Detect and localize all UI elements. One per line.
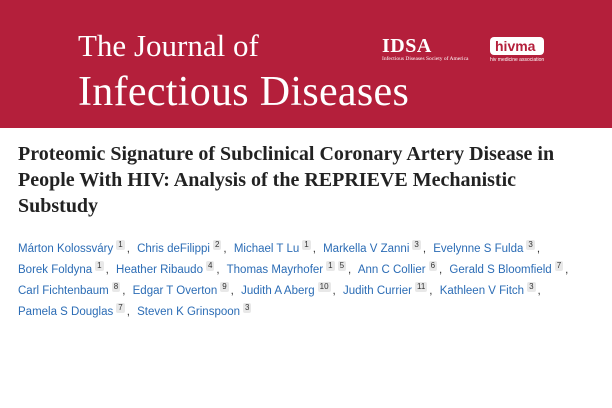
author-name[interactable]: Borek Foldyna bbox=[18, 264, 93, 276]
logo-caption: Infectious Diseases Society of America bbox=[382, 56, 469, 62]
author: Márton Kolossváry 1, bbox=[18, 240, 134, 255]
affiliation-number[interactable]: 11 bbox=[414, 282, 428, 292]
separator: , bbox=[126, 243, 130, 255]
author-list: Márton Kolossváry 1, Chris deFilippi 2, Mi… bbox=[18, 239, 608, 323]
author: Chris deFilippi 2, bbox=[137, 240, 231, 255]
author-name[interactable]: Márton Kolossváry bbox=[18, 243, 114, 255]
separator: , bbox=[216, 264, 220, 276]
affiliation-number[interactable]: 8 bbox=[111, 282, 121, 292]
affiliation-number[interactable]: 5 bbox=[337, 261, 347, 271]
separator: , bbox=[223, 243, 227, 255]
author: Judith Currier 11, bbox=[342, 282, 437, 297]
separator: , bbox=[230, 285, 234, 297]
author: Michael T Lu 1, bbox=[233, 240, 320, 255]
journal-title-line2: Infectious Diseases bbox=[78, 69, 410, 115]
author: Steven K Grinspoon 3 bbox=[137, 303, 252, 318]
author-name[interactable]: Heather Ribaudo bbox=[116, 264, 203, 276]
author-name[interactable]: Carl Fichtenbaum bbox=[18, 285, 109, 297]
author-name[interactable]: Kathleen V Fitch bbox=[439, 285, 525, 297]
author: Heather Ribaudo 4, bbox=[116, 261, 224, 276]
author-name[interactable]: Judith A Aberg bbox=[241, 285, 315, 297]
separator: , bbox=[537, 285, 541, 297]
affiliation-number[interactable]: 7 bbox=[554, 261, 564, 271]
separator: , bbox=[122, 285, 126, 297]
affiliation-number[interactable]: 3 bbox=[412, 240, 421, 250]
separator: , bbox=[105, 264, 109, 276]
separator: , bbox=[312, 243, 316, 255]
author-name[interactable]: Edgar T Overton bbox=[132, 285, 218, 297]
separator: , bbox=[429, 285, 433, 297]
author-name[interactable]: Steven K Grinspoon bbox=[137, 306, 241, 318]
separator: , bbox=[348, 264, 352, 276]
logo-caption: hiv medicine association bbox=[490, 57, 545, 63]
logo-text: hivma bbox=[490, 37, 545, 55]
separator: , bbox=[422, 243, 427, 255]
journal-banner: The Journal of Infectious Diseases IDSA … bbox=[0, 0, 612, 128]
separator: , bbox=[126, 306, 130, 318]
author-name[interactable]: Chris deFilippi bbox=[137, 243, 210, 255]
author: Markella V Zanni 3, bbox=[323, 240, 430, 255]
author-name[interactable]: Judith Currier bbox=[342, 285, 412, 297]
hivma-logo[interactable]: hivma hiv medicine association bbox=[490, 37, 545, 63]
author: Gerald S Bloomfield 7, bbox=[449, 261, 572, 276]
author-name[interactable]: Thomas Mayrhofer bbox=[226, 264, 324, 276]
author: Ann C Collier 6, bbox=[357, 261, 446, 276]
affiliation-number[interactable]: 1 bbox=[326, 261, 335, 271]
affiliation-number[interactable]: 1 bbox=[95, 261, 104, 271]
affiliation-number[interactable]: 9 bbox=[220, 282, 229, 292]
author: Judith A Aberg 10, bbox=[241, 282, 340, 297]
affiliation-number[interactable]: 10 bbox=[317, 282, 331, 292]
author-name[interactable]: Ann C Collier bbox=[357, 264, 426, 276]
author: Pamela S Douglas 7, bbox=[18, 303, 134, 318]
idsa-logo[interactable]: IDSA Infectious Diseases Society of Amer… bbox=[382, 36, 468, 62]
affiliation-number[interactable]: 1 bbox=[302, 240, 311, 250]
affiliation-number[interactable]: 3 bbox=[526, 240, 535, 250]
logo-text: IDSA bbox=[382, 35, 432, 57]
author: Carl Fichtenbaum 8, bbox=[18, 282, 129, 297]
separator: , bbox=[536, 243, 541, 255]
affiliation-number[interactable]: 2 bbox=[212, 240, 222, 250]
affiliation-number[interactable]: 4 bbox=[205, 261, 215, 271]
author: Edgar T Overton 9, bbox=[132, 282, 238, 297]
author: Evelynne S Fulda 3, bbox=[433, 240, 544, 255]
author-name[interactable]: Gerald S Bloomfield bbox=[449, 264, 552, 276]
affiliation-number[interactable]: 7 bbox=[116, 303, 125, 313]
author: Borek Foldyna 1, bbox=[18, 261, 113, 276]
affiliation-number[interactable]: 3 bbox=[527, 282, 536, 292]
author-name[interactable]: Evelynne S Fulda bbox=[433, 243, 524, 255]
affiliation-number[interactable]: 1 bbox=[116, 240, 125, 250]
journal-title-line1: The Journal of bbox=[78, 28, 259, 63]
separator: , bbox=[565, 264, 569, 276]
affiliation-number[interactable]: 3 bbox=[243, 303, 252, 313]
author: Kathleen V Fitch 3, bbox=[439, 282, 545, 297]
author-name[interactable]: Markella V Zanni bbox=[323, 243, 410, 255]
author: Thomas Mayrhofer 1 5, bbox=[226, 261, 356, 276]
author-name[interactable]: Michael T Lu bbox=[233, 243, 300, 255]
article-title: Proteomic Signature of Subclinical Coron… bbox=[18, 143, 555, 217]
separator: , bbox=[439, 264, 443, 276]
affiliation-number[interactable]: 6 bbox=[428, 261, 438, 271]
separator: , bbox=[332, 285, 336, 297]
author-name[interactable]: Pamela S Douglas bbox=[18, 306, 114, 318]
